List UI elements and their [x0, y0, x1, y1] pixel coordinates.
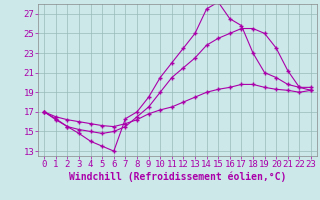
- X-axis label: Windchill (Refroidissement éolien,°C): Windchill (Refroidissement éolien,°C): [69, 172, 286, 182]
